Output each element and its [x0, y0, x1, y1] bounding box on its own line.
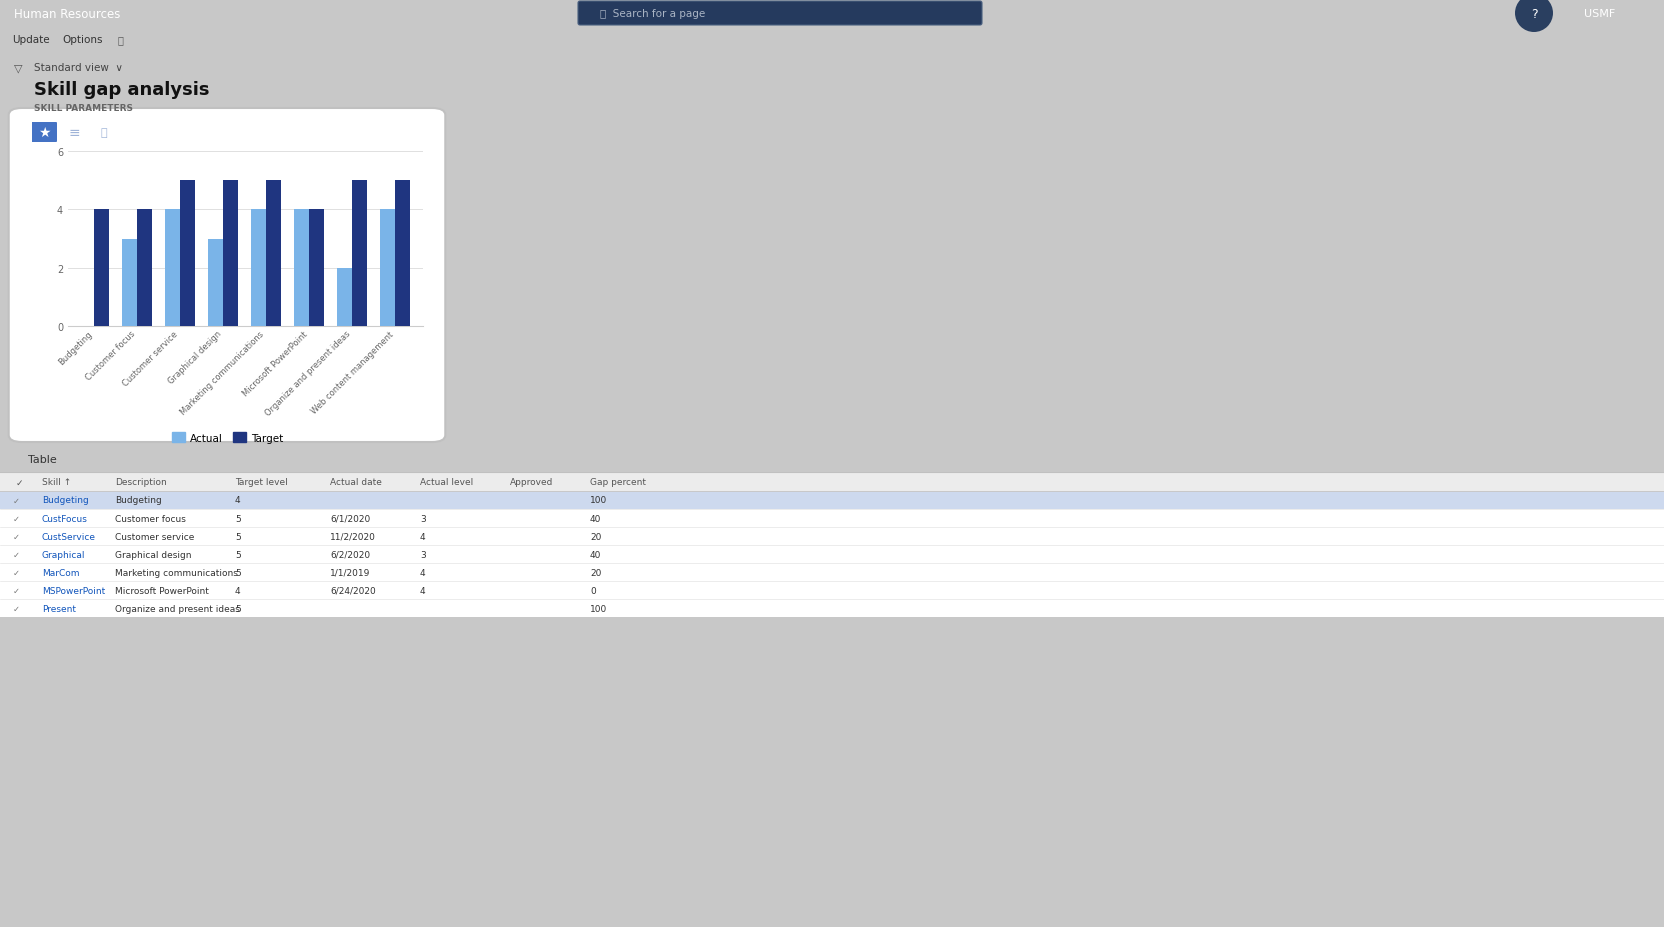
Text: 40: 40 — [591, 550, 601, 559]
Text: 100: 100 — [591, 603, 607, 613]
Text: ✓: ✓ — [13, 532, 20, 541]
Bar — [295, 210, 310, 326]
Text: Microsoft PowerPoint: Microsoft PowerPoint — [115, 586, 210, 595]
Text: 5: 5 — [235, 550, 241, 559]
Text: ✓: ✓ — [13, 568, 20, 577]
Text: 4: 4 — [419, 568, 426, 577]
Bar — [379, 210, 394, 326]
Text: 1/1/2019: 1/1/2019 — [329, 568, 371, 577]
FancyBboxPatch shape — [577, 2, 982, 26]
Text: Update: Update — [12, 35, 50, 44]
Text: 🔍  Search for a page: 🔍 Search for a page — [601, 9, 706, 19]
Text: 6/1/2020: 6/1/2020 — [329, 514, 371, 523]
Text: 3: 3 — [419, 550, 426, 559]
Text: ✓: ✓ — [13, 496, 20, 505]
Text: 4: 4 — [235, 586, 241, 595]
Text: Customer service: Customer service — [115, 532, 195, 541]
Text: 6/24/2020: 6/24/2020 — [329, 586, 376, 595]
Bar — [0, 600, 1664, 617]
Text: Budgeting: Budgeting — [115, 496, 161, 505]
Text: MSPowerPoint: MSPowerPoint — [42, 586, 105, 595]
Bar — [0, 564, 1664, 581]
Text: Target level: Target level — [235, 478, 288, 487]
Bar — [310, 210, 324, 326]
FancyBboxPatch shape — [8, 108, 446, 442]
FancyBboxPatch shape — [32, 123, 57, 143]
Text: Skill ↑: Skill ↑ — [42, 478, 72, 487]
Bar — [353, 181, 368, 326]
Bar — [208, 239, 223, 326]
Text: Standard view  ∨: Standard view ∨ — [33, 63, 123, 73]
Legend: Actual, Target: Actual, Target — [168, 429, 288, 448]
Text: 20: 20 — [591, 568, 601, 577]
Text: Customer focus: Customer focus — [115, 514, 186, 523]
Bar — [0, 491, 1664, 510]
Bar — [121, 239, 136, 326]
Text: 100: 100 — [591, 496, 607, 505]
Bar — [223, 181, 238, 326]
Text: 5: 5 — [235, 603, 241, 613]
Text: 4: 4 — [419, 532, 426, 541]
Bar — [165, 210, 180, 326]
Bar — [0, 510, 1664, 527]
Text: SKILL PARAMETERS: SKILL PARAMETERS — [33, 104, 133, 112]
Text: Skill gap analysis: Skill gap analysis — [33, 81, 210, 99]
Text: Human Resources: Human Resources — [13, 7, 120, 20]
Text: Graphical design: Graphical design — [115, 550, 191, 559]
Bar — [0, 581, 1664, 600]
Text: 📊: 📊 — [102, 128, 106, 138]
Bar — [93, 210, 108, 326]
Bar — [0, 527, 1664, 545]
Bar — [136, 210, 151, 326]
Text: ▽: ▽ — [13, 63, 23, 73]
Text: Actual level: Actual level — [419, 478, 473, 487]
Text: Marketing communications: Marketing communications — [115, 568, 238, 577]
Text: 11/2/2020: 11/2/2020 — [329, 532, 376, 541]
Text: Table: Table — [28, 454, 57, 464]
Text: Graphical: Graphical — [42, 550, 85, 559]
Text: 4: 4 — [419, 586, 426, 595]
Text: 3: 3 — [419, 514, 426, 523]
Text: Description: Description — [115, 478, 166, 487]
Bar — [180, 181, 195, 326]
Text: 0: 0 — [591, 586, 596, 595]
Bar — [336, 269, 353, 326]
Bar — [0, 545, 1664, 564]
Text: 6/2/2020: 6/2/2020 — [329, 550, 369, 559]
Text: ✓: ✓ — [17, 478, 23, 487]
Text: Approved: Approved — [509, 478, 554, 487]
Bar — [394, 181, 409, 326]
Text: ?: ? — [1531, 7, 1538, 20]
Text: Options: Options — [62, 35, 103, 44]
Bar — [251, 210, 266, 326]
Text: ✓: ✓ — [13, 550, 20, 559]
Text: 🔍: 🔍 — [118, 35, 123, 44]
Text: Budgeting: Budgeting — [42, 496, 88, 505]
Text: Gap percent: Gap percent — [591, 478, 646, 487]
Text: MarCom: MarCom — [42, 568, 80, 577]
Text: ✓: ✓ — [13, 514, 20, 523]
Text: Present: Present — [42, 603, 77, 613]
Text: Actual date: Actual date — [329, 478, 381, 487]
Text: 5: 5 — [235, 532, 241, 541]
Bar — [266, 181, 281, 326]
Text: ✓: ✓ — [13, 603, 20, 613]
Text: ✓: ✓ — [13, 586, 20, 595]
Bar — [0, 472, 1664, 491]
Text: 5: 5 — [235, 514, 241, 523]
Text: CustFocus: CustFocus — [42, 514, 88, 523]
Text: ≡: ≡ — [68, 126, 80, 140]
Text: USMF: USMF — [1584, 9, 1616, 19]
Text: ★: ★ — [38, 126, 50, 140]
Text: CustService: CustService — [42, 532, 97, 541]
Text: 40: 40 — [591, 514, 601, 523]
Text: Organize and present ideas: Organize and present ideas — [115, 603, 240, 613]
Text: 5: 5 — [235, 568, 241, 577]
Text: 4: 4 — [235, 496, 241, 505]
Text: 20: 20 — [591, 532, 601, 541]
